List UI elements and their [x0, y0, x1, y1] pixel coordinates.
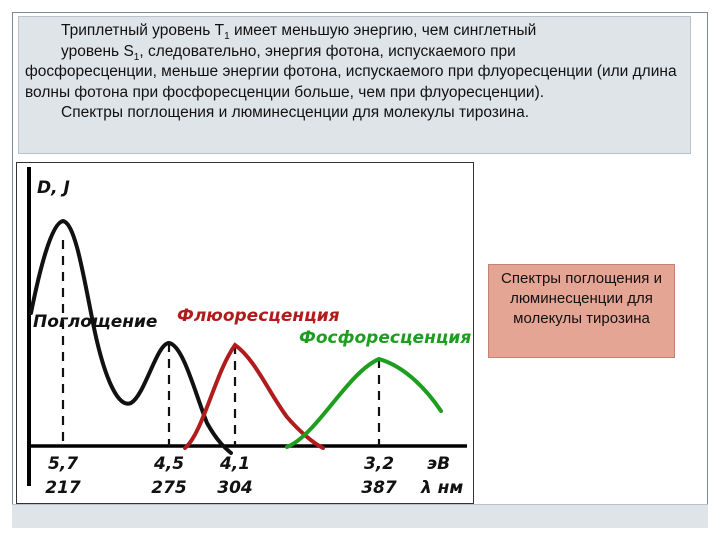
tick-label-wavelength-2: 304 — [217, 478, 253, 498]
spectra-chart-svg: D, J Поглощение ФлюоресценцияФосфоресценци… — [27, 167, 471, 498]
paragraph-line1: Триплетный уровень T1 имеет меньшую энер… — [61, 22, 537, 43]
series-label-phosphorescence: Фосфоресценция — [299, 328, 471, 348]
paragraph-spectra: Спектры поглощения и люминесценции для м… — [61, 104, 530, 121]
series-absorption-line — [29, 218, 233, 455]
tick-label-energy-1: 4,5 — [153, 454, 184, 474]
tick-label-wavelength-0: 217 — [45, 478, 81, 498]
bottom-strip — [12, 504, 708, 528]
caption-box: Спектры поглощения и люминесценции для м… — [488, 264, 675, 358]
series-label-absorption: Поглощение — [33, 312, 157, 332]
x-unit-energy: эВ — [427, 454, 450, 474]
y-axis-label: D, J — [37, 178, 70, 198]
series-fluorescence-line — [183, 342, 325, 450]
tick-label-energy-3: 3,2 — [364, 454, 394, 474]
paragraph-rest: фосфоресценции, меньше энергии фотона, и… — [25, 63, 677, 101]
tick-label-energy-2: 4,1 — [219, 454, 250, 474]
tick-label-wavelength-1: 275 — [151, 478, 187, 498]
tick-label-energy-0: 5,7 — [48, 454, 78, 474]
paragraph-line2: уровень S1, следовательно, энергия фотон… — [61, 42, 516, 63]
spectra-chart: D, J Поглощение Флюоресценция Фосфоресценци… — [16, 162, 474, 504]
x-unit-wavelength: λ нм — [420, 478, 463, 498]
series-phosphorescence-line — [285, 356, 443, 449]
description-text-panel: Триплетный уровень T1 имеет меньшую энер… — [18, 16, 691, 154]
series-label-fluorescence: Флюоресценция — [177, 306, 340, 326]
tick-label-wavelength-3: 387 — [361, 478, 397, 498]
